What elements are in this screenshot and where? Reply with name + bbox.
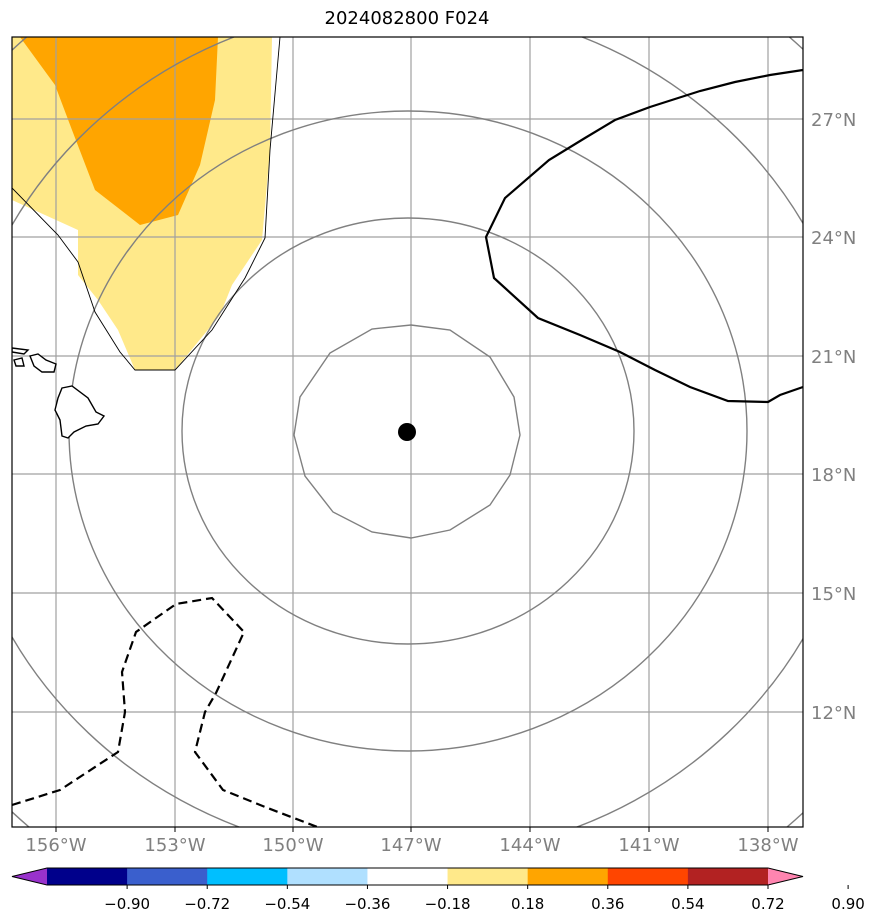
colorbar-tick-label: −0.18 — [425, 895, 471, 913]
lon-label: 150°W — [262, 835, 323, 856]
colorbar-extension-low — [12, 868, 47, 885]
lat-label: 18°N — [811, 465, 856, 486]
colorbar-segment — [127, 868, 208, 885]
contour-dashed — [12, 596, 321, 827]
colorbar-segment — [447, 868, 529, 885]
lon-label: 141°W — [618, 835, 679, 856]
storm-center-marker — [398, 423, 416, 441]
colorbar: −0.90 −0.72 −0.54 −0.36 −0.18 0.18 0.36 0.54 0.7… — [11, 867, 865, 913]
colorbar-tick-label: 0.90 — [831, 895, 864, 913]
lat-label: 24°N — [811, 228, 856, 249]
lat-labels: 27°N 24°N 21°N 18°N 15°N 12°N — [811, 110, 856, 724]
contour-solid — [484, 68, 803, 404]
colorbar-tick-label: 0.54 — [671, 895, 704, 913]
colorbar-tick-label: 0.36 — [591, 895, 624, 913]
lon-label: 153°W — [144, 835, 205, 856]
colorbar-outline — [11, 867, 804, 886]
shaded-region-orange — [20, 37, 218, 225]
lon-label: 144°W — [499, 835, 560, 856]
colorbar-segment — [607, 868, 689, 885]
colorbar-tick-label: −0.36 — [344, 895, 390, 913]
lon-label: 138°W — [737, 835, 798, 856]
lat-label: 21°N — [811, 347, 856, 368]
lat-label: 27°N — [811, 110, 856, 131]
colorbar-tick-label: 0.18 — [511, 895, 544, 913]
colorbar-segment — [527, 868, 609, 885]
colorbar-extension-high — [768, 868, 803, 885]
map-title: 2024082800 F024 — [324, 8, 490, 29]
colorbar-tick-label: −0.54 — [264, 895, 310, 913]
colorbar-segment — [687, 868, 769, 885]
colorbar-tick-label: 0.72 — [751, 895, 784, 913]
range-ring-1 — [293, 324, 521, 539]
graticule — [12, 37, 803, 827]
colorbar-segment — [207, 868, 288, 885]
range-ring-2 — [181, 217, 635, 645]
island-big — [54, 385, 106, 439]
colorbar-segment — [287, 868, 368, 885]
island-maui — [29, 353, 57, 373]
lon-label: 147°W — [380, 835, 441, 856]
lon-label: 156°W — [25, 835, 86, 856]
colorbar-segment — [47, 868, 128, 885]
map-frame — [11, 36, 804, 828]
island-small-a — [13, 357, 25, 367]
boundary-line — [12, 37, 281, 371]
colorbar-segment — [367, 868, 449, 885]
lat-label: 12°N — [811, 703, 856, 724]
hawaii-islands — [12, 347, 106, 439]
lon-labels: 156°W 153°W 150°W 147°W 144°W 141°W 138°… — [25, 835, 798, 856]
lat-label: 15°N — [811, 584, 856, 605]
colorbar-tick-label: −0.72 — [184, 895, 230, 913]
colorbar-tick-label: −0.90 — [104, 895, 150, 913]
island-small-b — [12, 347, 30, 355]
